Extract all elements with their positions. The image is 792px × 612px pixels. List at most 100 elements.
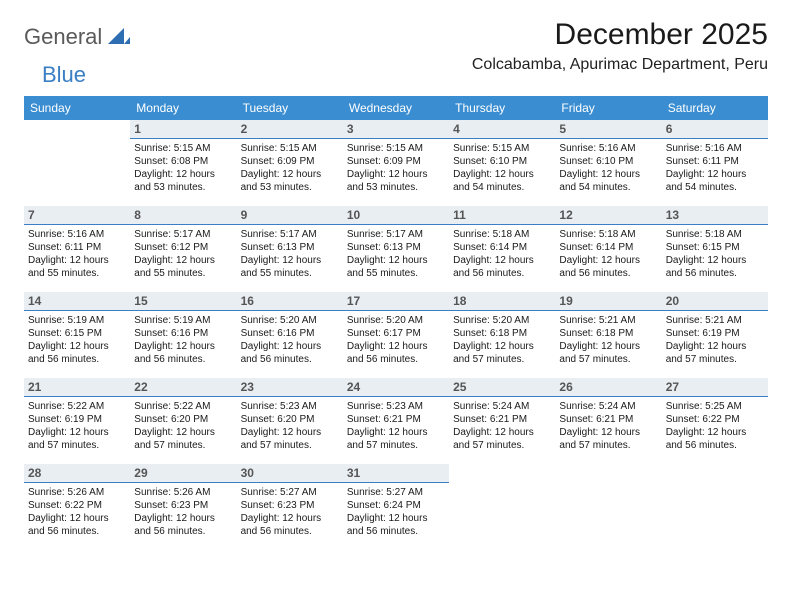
col-wednesday: Wednesday xyxy=(343,96,449,120)
day-number: 23 xyxy=(237,378,343,397)
day-details: Sunrise: 5:15 AMSunset: 6:08 PMDaylight:… xyxy=(134,142,232,194)
calendar-table: Sunday Monday Tuesday Wednesday Thursday… xyxy=(24,96,768,550)
calendar-cell: 7 Sunrise: 5:16 AMSunset: 6:11 PMDaylight… xyxy=(24,206,130,292)
calendar-cell: 18 Sunrise: 5:20 AMSunset: 6:18 PMDayligh… xyxy=(449,292,555,378)
day-number: 12 xyxy=(555,206,661,225)
day-number: 7 xyxy=(24,206,130,225)
day-number: 16 xyxy=(237,292,343,311)
day-number: 29 xyxy=(130,464,236,483)
logo-text-general: General xyxy=(24,24,102,50)
day-details: Sunrise: 5:25 AMSunset: 6:22 PMDaylight:… xyxy=(666,400,764,452)
calendar-cell: 22 Sunrise: 5:22 AMSunset: 6:20 PMDayligh… xyxy=(130,378,236,464)
logo: General xyxy=(24,18,134,50)
day-details: Sunrise: 5:17 AMSunset: 6:13 PMDaylight:… xyxy=(347,228,445,280)
col-monday: Monday xyxy=(130,96,236,120)
calendar-cell xyxy=(555,464,661,550)
day-number: 14 xyxy=(24,292,130,311)
day-details: Sunrise: 5:18 AMSunset: 6:14 PMDaylight:… xyxy=(559,228,657,280)
day-number: 6 xyxy=(662,120,768,139)
col-tuesday: Tuesday xyxy=(237,96,343,120)
day-number: 18 xyxy=(449,292,555,311)
day-number: 1 xyxy=(130,120,236,139)
calendar-cell: 24 Sunrise: 5:23 AMSunset: 6:21 PMDayligh… xyxy=(343,378,449,464)
day-number: 26 xyxy=(555,378,661,397)
day-details: Sunrise: 5:22 AMSunset: 6:19 PMDaylight:… xyxy=(28,400,126,452)
calendar-week-row: 1 Sunrise: 5:15 AMSunset: 6:08 PMDaylight… xyxy=(24,120,768,206)
day-number: 24 xyxy=(343,378,449,397)
calendar-cell: 4Sunrise: 5:15 AMSunset: 6:10 PMDaylight… xyxy=(449,120,555,206)
day-number: 21 xyxy=(24,378,130,397)
day-details: Sunrise: 5:22 AMSunset: 6:20 PMDaylight:… xyxy=(134,400,232,452)
day-number: 13 xyxy=(662,206,768,225)
day-details: Sunrise: 5:27 AMSunset: 6:24 PMDaylight:… xyxy=(347,486,445,538)
calendar-cell: 20Sunrise: 5:21 AMSunset: 6:19 PMDayligh… xyxy=(662,292,768,378)
day-number: 17 xyxy=(343,292,449,311)
logo-text-blue: Blue xyxy=(42,62,86,87)
day-number: 27 xyxy=(662,378,768,397)
day-number: 8 xyxy=(130,206,236,225)
calendar-cell: 8 Sunrise: 5:17 AMSunset: 6:12 PMDaylight… xyxy=(130,206,236,292)
day-details: Sunrise: 5:17 AMSunset: 6:12 PMDaylight:… xyxy=(134,228,232,280)
day-details: Sunrise: 5:18 AMSunset: 6:15 PMDaylight:… xyxy=(666,228,764,280)
day-number: 25 xyxy=(449,378,555,397)
day-number: 19 xyxy=(555,292,661,311)
calendar-cell: 19 Sunrise: 5:21 AMSunset: 6:18 PMDayligh… xyxy=(555,292,661,378)
calendar-cell: 27 Sunrise: 5:25 AMSunset: 6:22 PMDayligh… xyxy=(662,378,768,464)
day-number: 11 xyxy=(449,206,555,225)
day-number: 31 xyxy=(343,464,449,483)
day-number: 3 xyxy=(343,120,449,139)
calendar-cell: 10 Sunrise: 5:17 AMSunset: 6:13 PMDayligh… xyxy=(343,206,449,292)
calendar-cell: 12 Sunrise: 5:18 AMSunset: 6:14 PMDayligh… xyxy=(555,206,661,292)
calendar-cell: 2Sunrise: 5:15 AMSunset: 6:09 PMDaylight… xyxy=(237,120,343,206)
day-number: 22 xyxy=(130,378,236,397)
month-title: December 2025 xyxy=(472,18,768,52)
day-details: Sunrise: 5:23 AMSunset: 6:21 PMDaylight:… xyxy=(347,400,445,452)
calendar-cell: 1 Sunrise: 5:15 AMSunset: 6:08 PMDaylight… xyxy=(130,120,236,206)
calendar-cell: 23Sunrise: 5:23 AMSunset: 6:20 PMDayligh… xyxy=(237,378,343,464)
calendar-week-row: 7 Sunrise: 5:16 AMSunset: 6:11 PMDaylight… xyxy=(24,206,768,292)
day-details: Sunrise: 5:21 AMSunset: 6:18 PMDaylight:… xyxy=(559,314,657,366)
day-details: Sunrise: 5:20 AMSunset: 6:16 PMDaylight:… xyxy=(241,314,339,366)
calendar-cell: 9Sunrise: 5:17 AMSunset: 6:13 PMDaylight… xyxy=(237,206,343,292)
calendar-cell: 16 Sunrise: 5:20 AMSunset: 6:16 PMDayligh… xyxy=(237,292,343,378)
calendar-page: General December 2025 Colcabamba, Apurim… xyxy=(0,0,792,550)
calendar-week-row: 28Sunrise: 5:26 AMSunset: 6:22 PMDayligh… xyxy=(24,464,768,550)
day-number: 10 xyxy=(343,206,449,225)
col-saturday: Saturday xyxy=(662,96,768,120)
day-details: Sunrise: 5:16 AMSunset: 6:10 PMDaylight:… xyxy=(559,142,657,194)
day-number: 15 xyxy=(130,292,236,311)
calendar-cell xyxy=(24,120,130,206)
calendar-cell: 28Sunrise: 5:26 AMSunset: 6:22 PMDayligh… xyxy=(24,464,130,550)
calendar-cell: 14 Sunrise: 5:19 AMSunset: 6:15 PMDayligh… xyxy=(24,292,130,378)
calendar-cell: 3 Sunrise: 5:15 AMSunset: 6:09 PMDaylight… xyxy=(343,120,449,206)
day-details: Sunrise: 5:15 AMSunset: 6:09 PMDaylight:… xyxy=(347,142,445,194)
day-details: Sunrise: 5:20 AMSunset: 6:18 PMDaylight:… xyxy=(453,314,551,366)
day-details: Sunrise: 5:27 AMSunset: 6:23 PMDaylight:… xyxy=(241,486,339,538)
col-friday: Friday xyxy=(555,96,661,120)
calendar-cell: 25 Sunrise: 5:24 AMSunset: 6:21 PMDayligh… xyxy=(449,378,555,464)
day-details: Sunrise: 5:21 AMSunset: 6:19 PMDaylight:… xyxy=(666,314,764,366)
logo-sail-icon xyxy=(108,28,130,46)
calendar-week-row: 14 Sunrise: 5:19 AMSunset: 6:15 PMDayligh… xyxy=(24,292,768,378)
calendar-cell: 15Sunrise: 5:19 AMSunset: 6:16 PMDayligh… xyxy=(130,292,236,378)
day-details: Sunrise: 5:26 AMSunset: 6:23 PMDaylight:… xyxy=(134,486,232,538)
calendar-cell: 6Sunrise: 5:16 AMSunset: 6:11 PMDaylight… xyxy=(662,120,768,206)
day-number: 30 xyxy=(237,464,343,483)
day-details: Sunrise: 5:24 AMSunset: 6:21 PMDaylight:… xyxy=(559,400,657,452)
day-details: Sunrise: 5:16 AMSunset: 6:11 PMDaylight:… xyxy=(28,228,126,280)
day-details: Sunrise: 5:19 AMSunset: 6:15 PMDaylight:… xyxy=(28,314,126,366)
calendar-cell: 17Sunrise: 5:20 AMSunset: 6:17 PMDayligh… xyxy=(343,292,449,378)
calendar-body: 1 Sunrise: 5:15 AMSunset: 6:08 PMDaylight… xyxy=(24,120,768,550)
day-number: 9 xyxy=(237,206,343,225)
day-details: Sunrise: 5:18 AMSunset: 6:14 PMDaylight:… xyxy=(453,228,551,280)
calendar-cell: 29 Sunrise: 5:26 AMSunset: 6:23 PMDayligh… xyxy=(130,464,236,550)
calendar-cell xyxy=(662,464,768,550)
calendar-week-row: 21 Sunrise: 5:22 AMSunset: 6:19 PMDayligh… xyxy=(24,378,768,464)
weekday-header-row: Sunday Monday Tuesday Wednesday Thursday… xyxy=(24,96,768,120)
calendar-cell: 31 Sunrise: 5:27 AMSunset: 6:24 PMDayligh… xyxy=(343,464,449,550)
calendar-cell: 11 Sunrise: 5:18 AMSunset: 6:14 PMDayligh… xyxy=(449,206,555,292)
day-number: 5 xyxy=(555,120,661,139)
day-details: Sunrise: 5:24 AMSunset: 6:21 PMDaylight:… xyxy=(453,400,551,452)
day-number: 2 xyxy=(237,120,343,139)
calendar-cell: 26 Sunrise: 5:24 AMSunset: 6:21 PMDayligh… xyxy=(555,378,661,464)
